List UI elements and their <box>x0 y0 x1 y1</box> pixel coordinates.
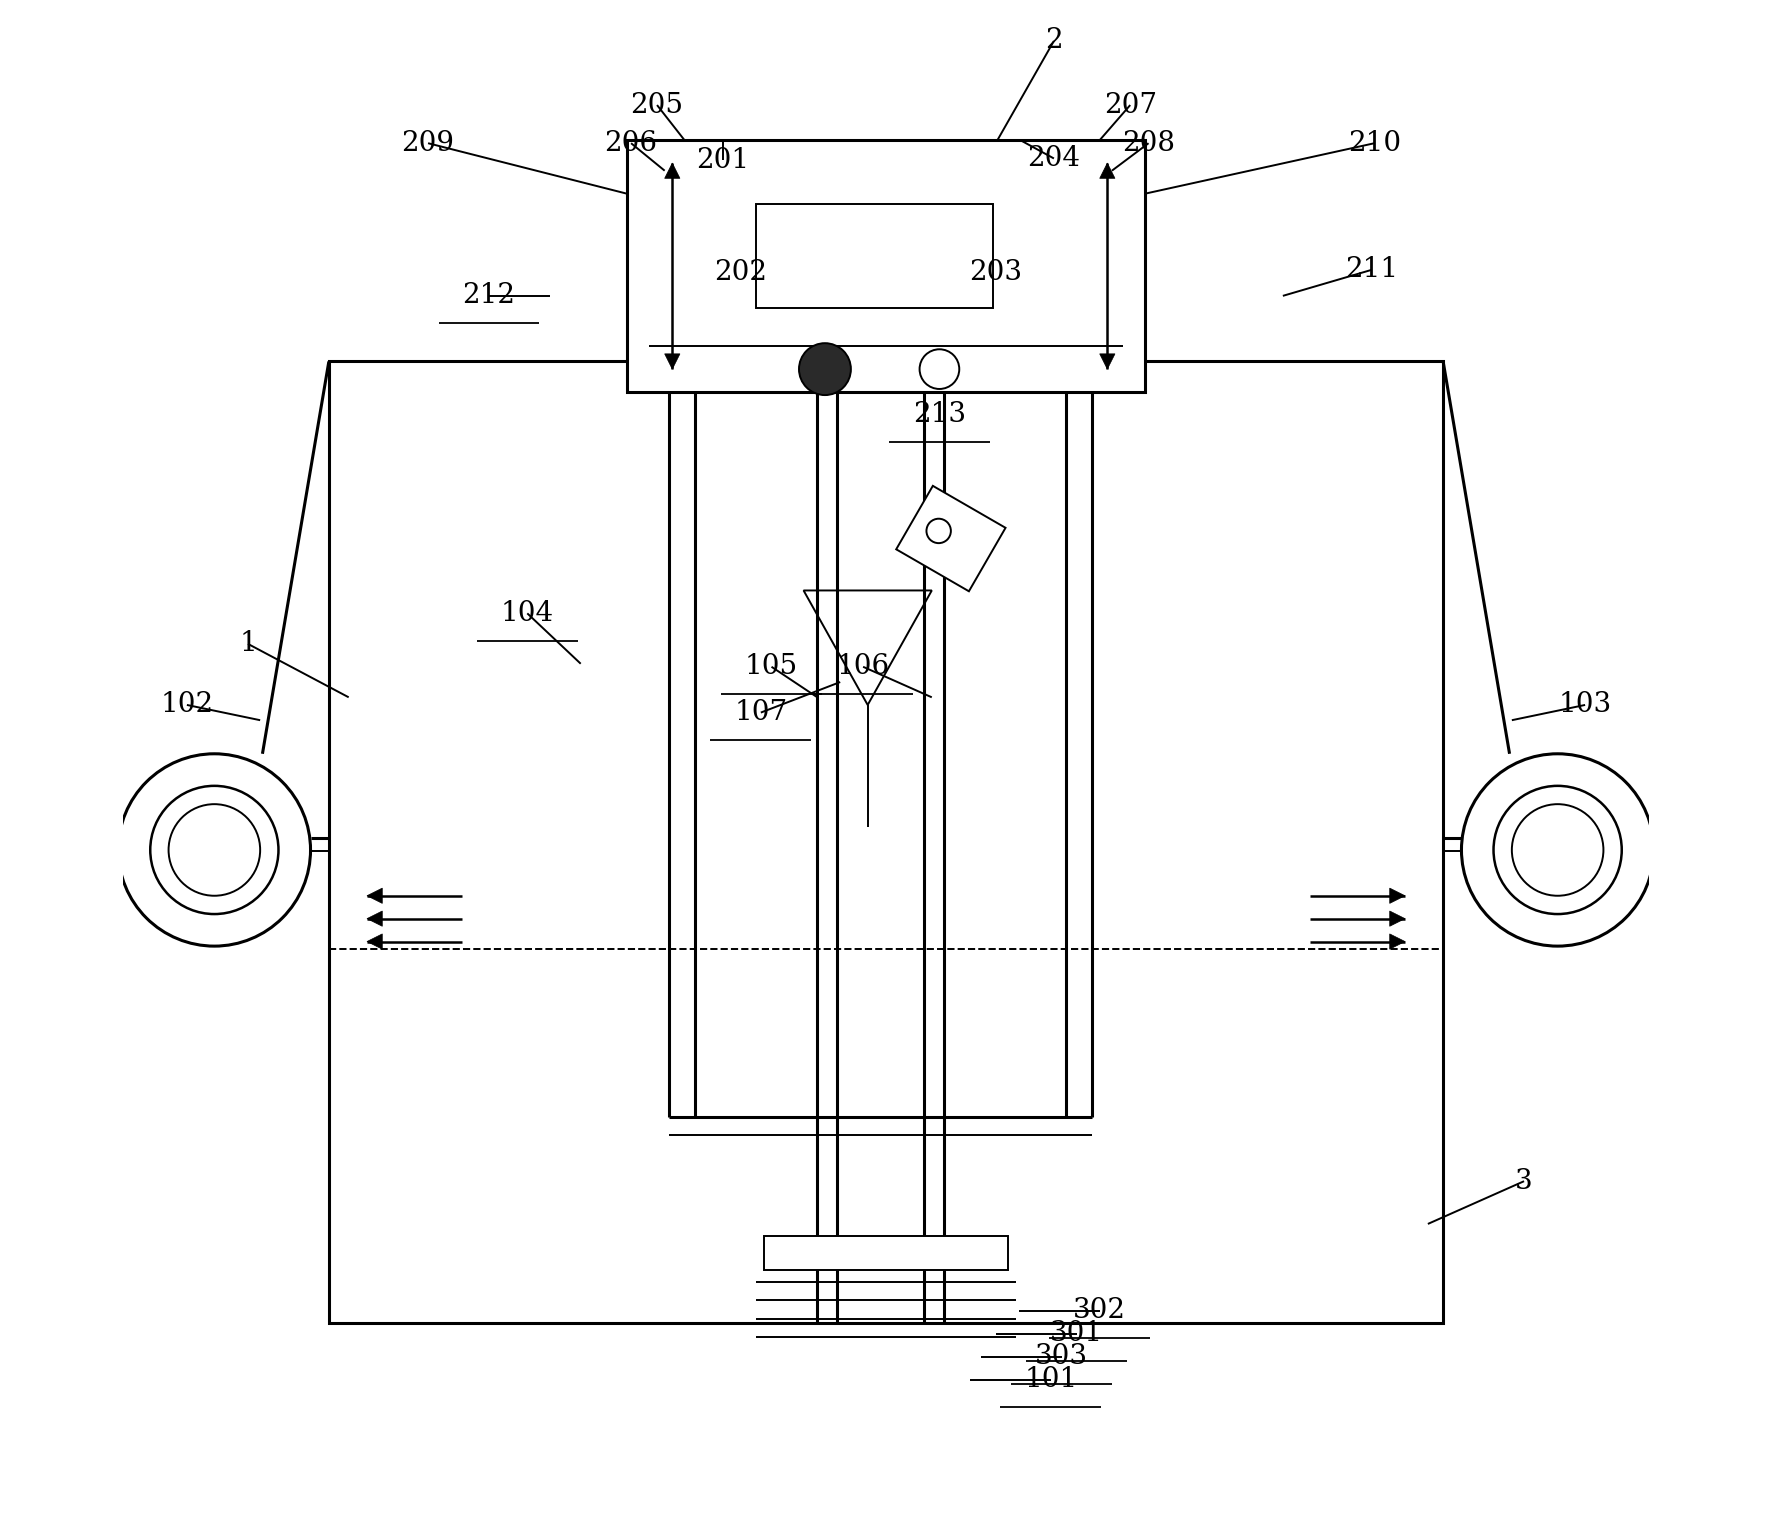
Bar <box>757 204 992 308</box>
Circle shape <box>799 343 851 395</box>
Text: 202: 202 <box>714 259 767 286</box>
Polygon shape <box>367 889 383 904</box>
Text: 209: 209 <box>402 130 455 156</box>
Polygon shape <box>1389 935 1405 950</box>
Bar <box>764 1236 1008 1270</box>
Circle shape <box>927 519 952 544</box>
Circle shape <box>920 349 959 389</box>
Polygon shape <box>367 935 383 950</box>
Circle shape <box>119 754 310 947</box>
Polygon shape <box>1100 354 1115 369</box>
Polygon shape <box>1389 912 1405 927</box>
Text: 201: 201 <box>696 147 750 173</box>
Text: 303: 303 <box>1035 1344 1088 1370</box>
Polygon shape <box>664 162 680 178</box>
Text: 302: 302 <box>1074 1298 1127 1325</box>
Text: 101: 101 <box>1024 1367 1077 1393</box>
Circle shape <box>1462 754 1653 947</box>
Text: 204: 204 <box>1028 146 1081 172</box>
Text: 203: 203 <box>969 259 1022 286</box>
Circle shape <box>1512 804 1604 896</box>
Text: 206: 206 <box>604 130 657 156</box>
Polygon shape <box>897 486 1005 591</box>
Bar <box>330 362 1442 1324</box>
Polygon shape <box>367 912 383 927</box>
Text: 105: 105 <box>744 653 797 680</box>
Text: 211: 211 <box>1345 256 1398 283</box>
Polygon shape <box>664 354 680 369</box>
Circle shape <box>1494 786 1621 915</box>
Text: 301: 301 <box>1051 1321 1104 1347</box>
Bar <box>627 139 1145 392</box>
Text: 2: 2 <box>1045 28 1063 55</box>
Circle shape <box>168 804 260 896</box>
Text: 210: 210 <box>1348 130 1402 156</box>
Text: 104: 104 <box>501 601 555 627</box>
Text: 103: 103 <box>1559 691 1613 719</box>
Text: 212: 212 <box>462 282 516 309</box>
Text: 106: 106 <box>836 653 890 680</box>
Polygon shape <box>1389 889 1405 904</box>
Text: 205: 205 <box>631 92 684 118</box>
Polygon shape <box>1100 162 1115 178</box>
Text: 102: 102 <box>159 691 213 719</box>
Circle shape <box>151 786 278 915</box>
Text: 213: 213 <box>913 401 966 429</box>
Text: 208: 208 <box>1122 130 1175 156</box>
Text: 1: 1 <box>239 630 257 657</box>
Text: 3: 3 <box>1515 1167 1533 1195</box>
Text: 207: 207 <box>1104 92 1157 118</box>
Text: 107: 107 <box>734 699 787 726</box>
